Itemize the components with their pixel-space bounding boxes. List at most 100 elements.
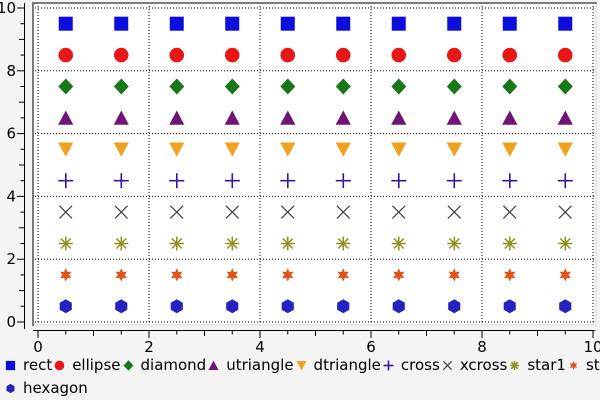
marker-cross [446,173,462,189]
marker-star2 [337,268,349,282]
legend-label-star1: star1 [527,356,566,374]
marker-star1 [336,236,351,251]
marker-rect [391,16,406,31]
x-tick-label: 8 [477,338,487,356]
marker-utriangle [58,110,74,125]
series-star1 [58,236,573,251]
marker-rect [225,16,240,31]
marker-hexagon [503,299,516,314]
marker-star2 [171,268,183,282]
marker-star2 [282,268,294,282]
marker-cross [391,173,407,189]
marker-cross [224,173,240,189]
marker-utriangle [113,110,129,125]
cross-symbol-icon [383,360,394,370]
chart-legend-row-2: hexagon [0,378,600,398]
marker-cross [502,173,518,189]
marker-ellipse [502,47,518,63]
marker-dtriangle [391,142,407,157]
marker-xcross [280,205,295,219]
marker-ellipse [557,47,573,63]
x-tick-label: 0 [33,338,43,356]
marker-ellipse [224,47,240,63]
marker-ellipse [113,47,129,63]
marker-dtriangle [335,142,351,157]
legend-item-rect: rect [3,356,52,374]
marker-star2 [448,268,460,282]
marker-star2 [504,268,516,282]
marker-utriangle [557,110,573,125]
x-axis: 0 2 4 6 8 10 [33,330,600,356]
marker-diamond [502,78,518,95]
marker-hexagon [448,299,461,314]
series-rect [58,16,573,31]
marker-star2 [393,268,405,282]
legend-item-star2: star2 [566,356,600,374]
marker-diamond [113,78,129,95]
x-tick-label: 4 [255,338,265,356]
marker-diamond [446,78,462,95]
marker-diamond [169,78,185,95]
x-tick-label: 2 [144,338,154,356]
marker-star2 [60,268,72,282]
marker-diamond [224,78,240,95]
marker-ellipse [446,47,462,63]
marker-rect [58,16,73,31]
legend-label-hexagon: hexagon [23,379,88,397]
marker-star1 [225,236,240,251]
xcross-symbol-icon [442,360,452,370]
marker-star2 [559,268,571,282]
marker-ellipse [280,47,296,63]
marker-hexagon [59,299,72,314]
canvas-frame-dark [32,2,597,326]
marker-rect [280,16,295,31]
y-tick-label: 2 [6,250,16,268]
marker-utriangle [391,110,407,125]
marker-rect [502,16,517,31]
marker-dtriangle [557,142,573,157]
marker-utriangle [502,110,518,125]
legend-item-ellipse: ellipse [52,356,121,374]
legend-label-dtriangle: dtriangle [313,356,381,374]
marker-utriangle [446,110,462,125]
marker-ellipse [335,47,351,63]
marker-dtriangle [224,142,240,157]
legend-label-star2: star2 [585,356,600,374]
hexagon-symbol-icon [6,383,15,393]
rect-symbol-icon [5,360,16,370]
marker-rect [558,16,573,31]
x-tick-label: 10 [583,338,600,356]
series-utriangle [58,110,573,125]
marker-rect [336,16,351,31]
marker-star1 [114,236,129,251]
legend-item-diamond: diamond [121,356,206,374]
marker-xcross [59,205,73,219]
marker-ellipse [58,47,74,63]
marker-cross [280,173,296,189]
marker-cross [113,173,129,189]
legend-label-utriangle: utriangle [226,356,294,374]
marker-star1 [391,236,406,251]
marker-cross [335,173,351,189]
marker-rect [447,16,462,31]
ellipse-symbol-icon [54,360,65,370]
star2-symbol-icon [569,360,578,370]
y-tick-label: 6 [6,125,16,143]
canvas-frame-light [34,4,597,326]
marker-ellipse [169,47,185,63]
marker-cross [557,173,573,189]
marker-dtriangle [169,142,185,157]
marker-star2 [115,268,127,282]
legend-item-xcross: xcross [440,356,507,374]
star1-symbol-icon [510,360,520,370]
series-ellipse [58,47,573,63]
marker-dtriangle [280,142,296,157]
series-star2 [60,268,571,282]
series-hexagon [59,299,572,314]
marker-star1 [58,236,73,251]
marker-xcross [169,205,184,219]
marker-star1 [447,236,462,251]
marker-dtriangle [446,142,462,157]
marker-rect [114,16,129,31]
